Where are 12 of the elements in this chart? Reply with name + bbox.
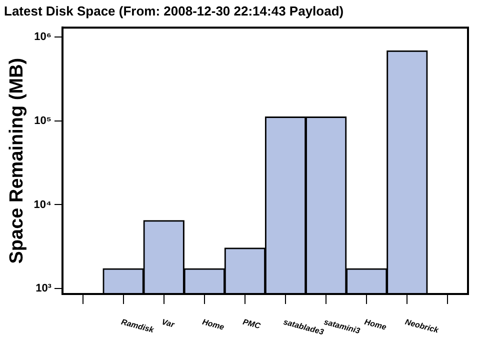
x-tick-label: satamini3	[322, 317, 362, 336]
x-tick-label: Home	[364, 317, 388, 332]
x-tick-label: Home	[201, 317, 226, 332]
y-axis-title: Space Remaining (MB)	[6, 58, 28, 264]
y-tick-label: 10³	[36, 282, 52, 295]
y-tick-label: 10⁶	[34, 31, 52, 44]
y-tick-label: 10⁴	[34, 198, 52, 211]
y-tick-label: 10⁵	[34, 114, 52, 127]
x-tick-label: Ramdisk	[120, 317, 156, 335]
chart-title: Latest Disk Space (From: 2008-12-30 22:14:43 Payload)	[4, 3, 344, 18]
x-tick-label: Var	[160, 317, 176, 330]
x-tick-label: PMC	[242, 317, 262, 331]
